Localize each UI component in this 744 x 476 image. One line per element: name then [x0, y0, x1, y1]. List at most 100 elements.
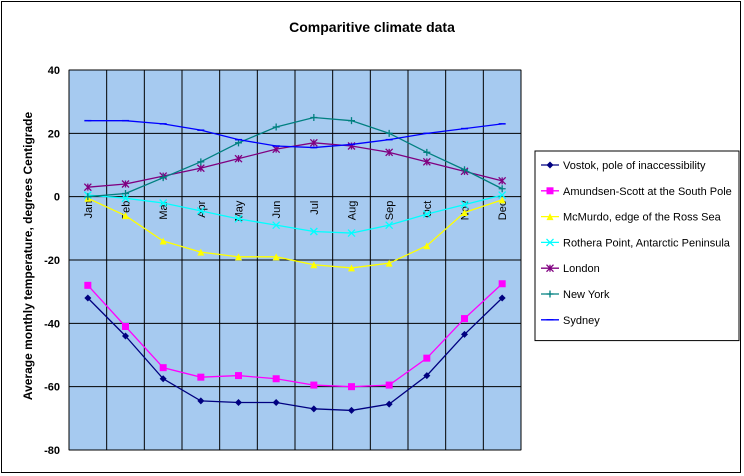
data-point: [234, 214, 243, 223]
y-tick-label: -60: [44, 382, 60, 394]
data-point: [348, 383, 355, 391]
grid-lines: [68, 69, 522, 451]
data-point: [385, 400, 393, 408]
data-point: [348, 406, 355, 414]
data-point: [498, 191, 507, 200]
data-point: [423, 148, 431, 156]
data-point: [422, 157, 431, 166]
series-line: [87, 142, 503, 188]
data-point: [385, 129, 393, 137]
legend-marker: [546, 161, 554, 169]
data-point: [122, 323, 129, 330]
legend-entry: Vostok, pole of inaccessibility: [541, 160, 706, 172]
y-tick-label: 0: [54, 192, 60, 204]
series-line: [87, 120, 503, 149]
data-point: [122, 212, 129, 220]
data-point: [498, 176, 507, 185]
data-point: [159, 174, 167, 182]
series-6: [84, 119, 506, 149]
data-point: [385, 259, 393, 267]
data-point: [348, 264, 355, 272]
data-point: [272, 253, 280, 261]
y-tick-label: 40: [48, 65, 60, 77]
data-point: [272, 399, 280, 406]
data-point: [121, 180, 130, 188]
y-tick-label: -20: [44, 255, 60, 267]
data-point: [159, 199, 168, 207]
data-point: [309, 138, 318, 147]
series-line: [87, 197, 503, 269]
legend-marker: [546, 187, 554, 195]
data-point: [310, 261, 318, 269]
data-point: [159, 364, 167, 372]
legend-label: Sydney: [563, 315, 600, 327]
data-point: [197, 397, 205, 405]
data-point: [272, 221, 281, 230]
y-axis-ticks: -80 -60 -40 -20 0 20 40: [44, 65, 60, 457]
data-point: [196, 164, 205, 173]
series-line: [87, 194, 503, 234]
legend-label: McMurdo, edge of the Ross Sea: [563, 212, 722, 224]
data-point: [197, 248, 205, 256]
data-point: [310, 381, 318, 389]
series-layer: [83, 114, 507, 414]
data-point: [197, 158, 205, 166]
data-point: [423, 242, 431, 250]
data-point: [122, 190, 129, 197]
data-point: [84, 294, 92, 302]
data-point: [348, 117, 355, 125]
x-tick-label: Jun: [271, 201, 283, 219]
data-point: [498, 280, 506, 288]
x-tick-label: Jul: [309, 201, 321, 215]
data-point: [272, 123, 280, 131]
data-point: [385, 221, 394, 230]
series-5: [84, 114, 506, 201]
data-point: [272, 145, 281, 154]
data-point: [234, 154, 243, 163]
y-tick-label: -80: [44, 445, 60, 457]
data-point: [235, 372, 242, 380]
legend-box: [534, 150, 740, 342]
data-point: [461, 166, 468, 174]
legend-label: Amundsen-Scott at the South Pole: [563, 186, 732, 198]
y-axis-label: Average monthly temperature, degrees Cen…: [21, 112, 35, 401]
data-point: [159, 237, 167, 245]
series-line: [87, 297, 503, 412]
data-point: [498, 294, 506, 302]
chart-title: Comparitive climate data: [289, 19, 455, 35]
data-point: [385, 381, 393, 389]
data-point: [235, 253, 242, 261]
legend-entry: Rothera Point, Antarctic Peninsula: [541, 237, 731, 249]
data-point: [197, 373, 205, 381]
legend-label: London: [563, 263, 600, 275]
data-point: [310, 114, 318, 121]
series-2: [84, 194, 506, 272]
data-point: [385, 148, 394, 157]
x-tick-label: Sep: [384, 201, 396, 221]
data-point: [196, 206, 205, 215]
data-point: [347, 229, 356, 238]
series-line: [87, 283, 503, 388]
legend-label: Vostok, pole of inaccessibility: [563, 160, 706, 172]
legend-entry: London: [541, 263, 600, 275]
data-point: [422, 210, 431, 219]
y-tick-label: -40: [44, 318, 60, 330]
legend-label: Rothera Point, Antarctic Peninsula: [563, 237, 731, 249]
legend-marker: [546, 290, 554, 298]
data-point: [498, 196, 506, 204]
data-point: [159, 375, 167, 383]
data-point: [460, 200, 469, 209]
legend-marker: [546, 213, 554, 221]
data-point: [84, 281, 92, 289]
data-point: [423, 372, 431, 380]
data-point: [235, 139, 242, 147]
x-tick-label: Aug: [347, 201, 359, 221]
legend: Vostok, pole of inaccessibility Amundsen-…: [534, 150, 740, 342]
x-tick-label: Dec: [497, 200, 509, 220]
data-point: [461, 209, 468, 216]
y-tick-label: 20: [48, 128, 60, 140]
data-point: [498, 185, 506, 193]
data-point: [461, 330, 468, 338]
